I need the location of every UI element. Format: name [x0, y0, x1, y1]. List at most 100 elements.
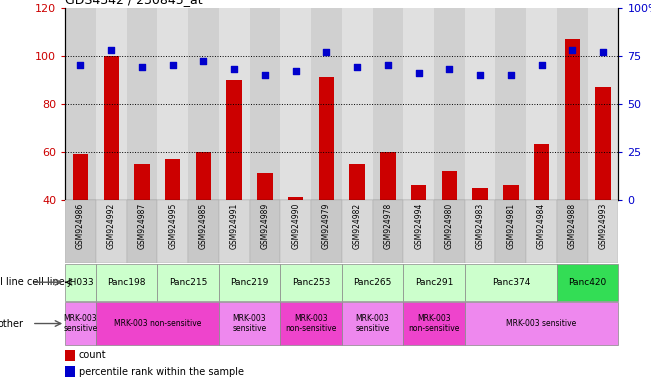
Text: cell line: cell line: [0, 277, 23, 287]
Bar: [249, 200, 281, 263]
Bar: [526, 200, 557, 263]
Bar: [65, 8, 96, 200]
Bar: [588, 200, 618, 263]
Point: [137, 64, 147, 70]
Text: GSM924978: GSM924978: [383, 203, 393, 249]
Text: GSM924984: GSM924984: [537, 203, 546, 249]
Bar: [495, 8, 526, 200]
Bar: [249, 8, 281, 200]
Bar: [281, 8, 311, 200]
Bar: [104, 56, 119, 200]
Bar: [465, 200, 495, 263]
Bar: [65, 366, 75, 377]
Text: GSM924994: GSM924994: [414, 203, 423, 249]
Bar: [188, 200, 219, 263]
Text: GSM924980: GSM924980: [445, 203, 454, 249]
Bar: [403, 302, 465, 345]
Point: [198, 58, 208, 65]
Bar: [188, 8, 219, 200]
Bar: [465, 264, 557, 301]
Bar: [311, 200, 342, 263]
Text: MRK-003 sensitive: MRK-003 sensitive: [506, 319, 577, 328]
Text: GSM924990: GSM924990: [291, 203, 300, 249]
Bar: [342, 8, 372, 200]
Text: GSM924988: GSM924988: [568, 203, 577, 249]
Bar: [380, 152, 396, 200]
Bar: [65, 302, 96, 345]
Bar: [319, 77, 334, 200]
Bar: [434, 8, 465, 200]
Bar: [257, 173, 273, 200]
Bar: [219, 264, 281, 301]
Bar: [158, 264, 219, 301]
Bar: [126, 200, 158, 263]
Bar: [65, 264, 96, 301]
Bar: [434, 200, 465, 263]
Point: [76, 62, 86, 68]
Bar: [588, 8, 618, 200]
Bar: [281, 200, 311, 263]
Point: [475, 72, 485, 78]
Bar: [596, 87, 611, 200]
Point: [229, 66, 240, 72]
Text: GDS4342 / 230845_at: GDS4342 / 230845_at: [65, 0, 202, 7]
Bar: [288, 197, 303, 200]
Point: [106, 47, 117, 53]
Text: Panc198: Panc198: [107, 278, 146, 287]
Text: GSM924995: GSM924995: [168, 203, 177, 249]
Bar: [126, 8, 158, 200]
Bar: [96, 302, 219, 345]
Bar: [342, 302, 403, 345]
Text: Panc420: Panc420: [568, 278, 607, 287]
Bar: [557, 264, 618, 301]
Bar: [350, 164, 365, 200]
Bar: [227, 80, 242, 200]
Bar: [441, 171, 457, 200]
Text: GSM924992: GSM924992: [107, 203, 116, 249]
Bar: [403, 200, 434, 263]
Text: Panc265: Panc265: [353, 278, 392, 287]
Point: [444, 66, 454, 72]
Bar: [564, 39, 580, 200]
Bar: [165, 159, 180, 200]
Bar: [96, 200, 126, 263]
Bar: [557, 8, 588, 200]
Text: MRK-003
sensitive: MRK-003 sensitive: [63, 314, 98, 333]
Bar: [342, 200, 372, 263]
Bar: [526, 8, 557, 200]
Bar: [134, 164, 150, 200]
Text: GSM924993: GSM924993: [598, 203, 607, 249]
Text: Panc291: Panc291: [415, 278, 453, 287]
Text: MRK-003 non-sensitive: MRK-003 non-sensitive: [114, 319, 201, 328]
Text: MRK-003
non-sensitive: MRK-003 non-sensitive: [285, 314, 337, 333]
Text: GSM924981: GSM924981: [506, 203, 516, 249]
Bar: [73, 154, 88, 200]
Bar: [465, 302, 618, 345]
Bar: [534, 144, 549, 200]
Point: [506, 72, 516, 78]
Bar: [219, 302, 281, 345]
Text: GSM924987: GSM924987: [137, 203, 146, 249]
Text: JH033: JH033: [67, 278, 94, 287]
Bar: [473, 188, 488, 200]
Text: GSM924985: GSM924985: [199, 203, 208, 249]
Bar: [196, 152, 211, 200]
Bar: [281, 264, 342, 301]
Text: other: other: [0, 318, 23, 329]
Bar: [65, 200, 96, 263]
Text: Panc253: Panc253: [292, 278, 330, 287]
Point: [567, 47, 577, 53]
Point: [290, 68, 301, 74]
Bar: [281, 302, 342, 345]
Bar: [219, 200, 249, 263]
Text: count: count: [79, 350, 107, 360]
Text: GSM924979: GSM924979: [322, 203, 331, 249]
Point: [413, 70, 424, 76]
Text: percentile rank within the sample: percentile rank within the sample: [79, 367, 244, 377]
Point: [167, 62, 178, 68]
Text: GSM924991: GSM924991: [230, 203, 239, 249]
Text: Panc219: Panc219: [230, 278, 269, 287]
Point: [352, 64, 363, 70]
Point: [598, 49, 608, 55]
Text: GSM924983: GSM924983: [476, 203, 484, 249]
